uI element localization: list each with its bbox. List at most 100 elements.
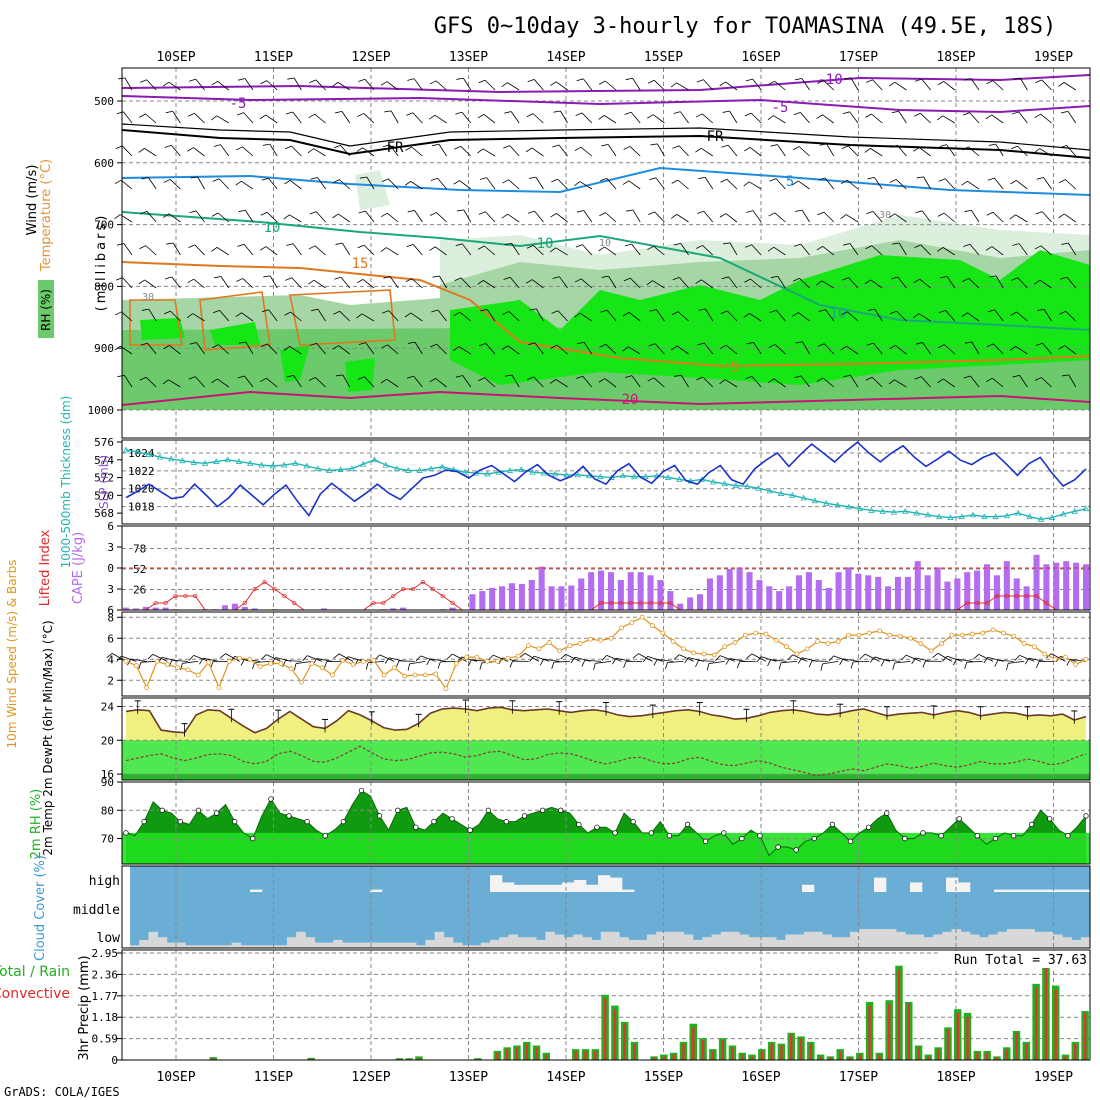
wind-barb-feather: [115, 145, 123, 150]
wind-barb-feather: [745, 376, 753, 380]
low-cloud-bar: [711, 934, 722, 948]
wind-barb: [728, 276, 738, 289]
wind-speed-marker: [660, 630, 666, 636]
wind-barb-feather: [335, 111, 343, 114]
wind-barb-feather: [188, 112, 195, 117]
wind-speed-marker: [319, 665, 325, 671]
wind-barb: [846, 345, 859, 355]
wind-barb: [821, 280, 835, 289]
wind-axis-label: Wind (m/s): [25, 165, 40, 236]
surface-wind-barb: [937, 653, 953, 662]
wind-speed-marker: [1021, 641, 1027, 646]
contour-label: FR: [387, 140, 404, 156]
surface-wind-barb-feather: [210, 661, 214, 669]
surface-wind-barb-feather: [684, 657, 689, 664]
thickness-marker: [687, 477, 694, 484]
precip-tick-label: 0.59: [92, 1033, 119, 1046]
wind-barb-feather: [1034, 377, 1042, 381]
thickness-marker: [924, 511, 932, 518]
wind-speed-marker: [567, 643, 573, 648]
wind-barb: [144, 279, 157, 289]
thickness-marker: [371, 456, 378, 463]
surface-wind-barb-feather: [282, 660, 286, 668]
rh2m-tick-label: 70: [101, 833, 114, 846]
wind-barb: [1041, 377, 1052, 388]
contour-plus15: [121, 261, 1091, 368]
wind-barb-feather: [816, 377, 824, 382]
cape-axis-label: CAPE (J/kg): [71, 532, 86, 604]
wind-barb: [482, 148, 496, 157]
surface-wind-barb-feather: [767, 659, 772, 667]
wind-barb-feather: [283, 346, 290, 351]
rh2m-marker: [485, 807, 491, 813]
surface-wind-barb: [997, 659, 1014, 662]
lifted-index-marker: [183, 593, 188, 599]
wind-barb: [146, 211, 157, 223]
wind-barb: [704, 177, 714, 190]
wind-speed-marker: [340, 657, 346, 663]
thickness-marker: [427, 465, 435, 472]
wind-barb-feather: [720, 310, 728, 315]
low-cloud-bar: [1062, 937, 1072, 948]
wind-barb-feather: [647, 114, 654, 119]
thickness-marker: [518, 466, 525, 472]
wind-barb-feather: [915, 342, 923, 345]
cape-bar: [231, 603, 238, 610]
dewpoint-band: [122, 740, 1090, 780]
low-cloud-bar: [960, 931, 971, 948]
wind-barb-feather: [380, 247, 387, 253]
wind-barb-feather: [526, 113, 534, 118]
wind-speed-marker: [722, 644, 728, 650]
wind-barb: [121, 311, 133, 322]
wind-barb-feather: [843, 243, 851, 246]
wind-barb-feather: [769, 309, 777, 313]
wind-barb-feather: [308, 113, 315, 119]
wind-barb-feather: [720, 178, 728, 183]
wind-barb-feather: [236, 112, 244, 116]
wind-barb-feather: [478, 377, 485, 382]
surface-wind-barb-feather: [911, 657, 916, 665]
lifted-index-marker: [1014, 593, 1019, 599]
wind-barb-feather: [211, 344, 219, 349]
contour-label: 30: [142, 292, 154, 303]
lifted-index-marker: [371, 600, 376, 606]
wind-barb-feather: [214, 276, 222, 279]
low-cloud-bar: [656, 931, 666, 948]
wind-barb: [751, 244, 762, 256]
thickness-marker: [247, 460, 254, 466]
wind-barb: [1041, 211, 1052, 223]
wind-barb-feather: [671, 311, 679, 316]
surface-wind-barb-feather: [952, 658, 957, 666]
wind-barb: [824, 177, 835, 190]
wind-barb-feather: [575, 244, 583, 248]
wind-barb-feather: [285, 111, 293, 115]
surface-wind-barb-feather: [994, 660, 999, 667]
surface-wind-barb: [698, 660, 715, 662]
wind-barb-feather: [453, 346, 460, 352]
cape-bar: [538, 566, 545, 610]
wind-barb: [124, 375, 133, 388]
wind-speed-marker: [908, 635, 913, 641]
wind-speed-marker: [278, 661, 284, 666]
wind-barb: [752, 78, 762, 91]
thickness-marker: [631, 473, 638, 480]
wind-barb-feather: [406, 244, 414, 248]
wind-barb: [894, 379, 907, 388]
wind-barb-feather: [404, 181, 411, 186]
wind-barb: [555, 379, 568, 388]
thickness-marker: [743, 483, 751, 489]
temp-tick-label: 20: [101, 734, 114, 747]
wind-barb: [994, 177, 1004, 190]
thickness-marker: [201, 460, 209, 466]
cape-bar: [924, 575, 931, 610]
wind-barb: [678, 145, 689, 157]
wind-barb-feather: [260, 377, 267, 383]
wind-barb-feather: [454, 145, 461, 150]
wind-barb-feather: [962, 278, 969, 282]
cape-bar: [251, 608, 258, 610]
wind-barb: [701, 279, 714, 289]
wind-speed-marker: [639, 614, 645, 620]
wind-barb-feather: [744, 278, 751, 283]
wind-barb-feather: [888, 81, 896, 87]
wind-barb-feather: [528, 342, 536, 346]
